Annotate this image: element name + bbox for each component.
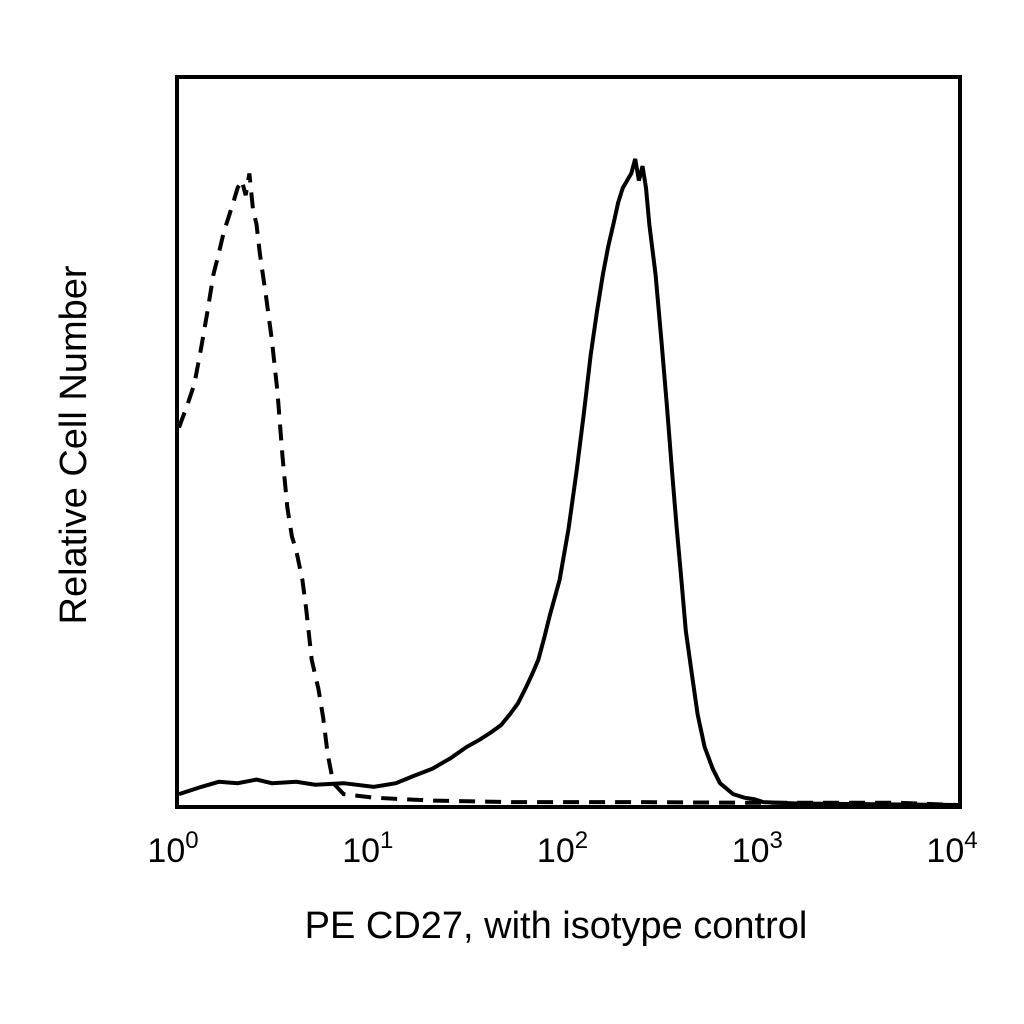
x-tick-label: 103: [732, 827, 783, 870]
x-tick-label: 100: [147, 827, 198, 870]
series-layer: [177, 158, 959, 807]
x-tick-labels: 100 101 102 103 104: [147, 827, 977, 870]
y-axis-label: Relative Cell Number: [53, 265, 95, 624]
pe-cd27-series-line: [178, 158, 959, 807]
isotype-control-series-line: [177, 173, 959, 807]
x-tick-label: 102: [537, 827, 588, 870]
x-tick-label: 104: [926, 827, 977, 870]
plot-frame: [175, 75, 962, 809]
x-axis-label: PE CD27, with isotype control: [305, 905, 808, 947]
x-tick-label: 101: [342, 827, 393, 870]
